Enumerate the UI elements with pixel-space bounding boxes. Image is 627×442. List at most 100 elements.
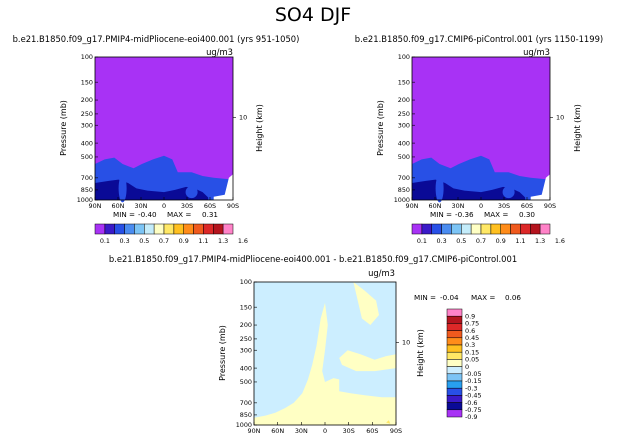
colorbar-box xyxy=(114,223,125,235)
colorbar-box xyxy=(446,409,463,418)
x-axis-ticks: 90N 60N 30N 0 30S 60S 90S xyxy=(406,197,556,210)
x-axis-ticks: 90N 60N 30N 0 30S 60S 90S xyxy=(248,422,402,435)
colorbar-label: 0.3 xyxy=(437,237,447,245)
panel-difference: b.e21.B1850.f09_g17.PMIP4-midPliocene-eo… xyxy=(109,254,522,435)
colorbar-box xyxy=(480,223,492,235)
y-tick-label: 150 xyxy=(81,78,93,86)
colorbar-label: 0.45 xyxy=(465,334,479,342)
colorbar-box xyxy=(446,323,463,331)
topography-mask xyxy=(530,174,550,200)
field-overlay xyxy=(95,155,233,203)
colorbar-box xyxy=(153,223,165,235)
y-tick-label: 200 xyxy=(81,96,93,104)
y-tick-label: 500 xyxy=(398,153,410,161)
colorbar-box xyxy=(193,223,204,235)
colorbar-label: 0.6 xyxy=(465,327,475,335)
min-value: -0.36 xyxy=(455,210,474,219)
x-tick-label: 0 xyxy=(479,202,483,210)
colorbar-label: -0.05 xyxy=(465,370,482,378)
y-tick-label: 250 xyxy=(240,335,252,343)
colorbar-label: 1.1 xyxy=(515,237,525,245)
x-tick-label: 90N xyxy=(248,427,261,435)
max-label: MAX = xyxy=(471,293,495,302)
x-tick-label: 60N xyxy=(112,202,125,210)
colorbar-label: 0.9 xyxy=(179,237,189,245)
y2-axis-ticks: 10 xyxy=(233,114,247,122)
colorbar-box xyxy=(163,223,175,235)
panel-title: b.e21.B1850.f09_g17.PMIP4-midPliocene-eo… xyxy=(109,254,517,264)
colorbar-label: 0 xyxy=(465,363,469,371)
x-tick-label: 90N xyxy=(406,202,419,210)
y-tick-label: 150 xyxy=(240,303,252,311)
colorbar-box xyxy=(446,387,463,396)
max-value: 0.30 xyxy=(519,210,535,219)
colorbar-box xyxy=(446,402,463,411)
colorbar-box xyxy=(446,351,463,360)
colorbar-label: 0.5 xyxy=(139,237,149,245)
colorbar-label: -0.75 xyxy=(465,406,482,414)
y-axis-label: Pressure (mb) xyxy=(376,100,385,156)
inner-blue-contour xyxy=(118,174,127,203)
inner-blue-contour xyxy=(435,174,444,203)
max-label: MAX = xyxy=(484,210,508,219)
units-label: ug/m3 xyxy=(368,268,395,278)
field-overlay xyxy=(254,282,396,425)
y2-tick-label: 10 xyxy=(556,114,564,122)
y-tick-label: 500 xyxy=(240,378,252,386)
panel-picontrol: b.e21.B1850.f09_g17.CMIP6-piControl.001 … xyxy=(355,34,603,219)
x-tick-label: 30S xyxy=(343,427,355,435)
y2-tick-label: 10 xyxy=(402,339,410,347)
colorbar-label: 0.7 xyxy=(476,237,486,245)
colorbar-label: 0.1 xyxy=(100,237,110,245)
yellow-diff-spot xyxy=(386,420,391,424)
colorbar-box xyxy=(470,223,482,235)
y-tick-label: 200 xyxy=(398,96,410,104)
x-axis-ticks: 90N 60N 30N 0 30S 60S 90S xyxy=(89,197,239,210)
colorbar-box xyxy=(446,366,463,375)
colorbar-box xyxy=(183,223,194,235)
colorbar-label: -0.15 xyxy=(465,377,482,385)
y-tick-label: 300 xyxy=(398,121,410,129)
colorbar-box xyxy=(446,337,463,346)
colorbar-label: 1.1 xyxy=(198,237,208,245)
y-tick-label: 400 xyxy=(240,364,252,372)
min-max-stats: MIN = -0.04 MAX = 0.06 xyxy=(414,293,521,302)
colorbar-box xyxy=(500,223,511,235)
colorbar-difference: 0.90.750.60.450.30.150.050-0.05-0.15-0.3… xyxy=(446,308,482,421)
colorbar-label: 0.15 xyxy=(465,348,479,356)
y-tick-label: 850 xyxy=(81,186,93,194)
colorbar-label: 0.05 xyxy=(465,356,479,364)
colorbar-label: 1.6 xyxy=(555,237,565,245)
y-tick-label: 300 xyxy=(240,346,252,354)
positive-diff-region xyxy=(353,282,379,325)
colorbar-box xyxy=(431,223,442,235)
x-tick-label: 60S xyxy=(521,202,533,210)
colorbar-box xyxy=(490,223,502,235)
y-axis-ticks: 100 150 200 250 300 400 500 700 850 1000 xyxy=(236,278,257,429)
colorbar-box xyxy=(441,223,452,235)
x-tick-label: 30S xyxy=(181,202,193,210)
y-tick-label: 1000 xyxy=(77,196,93,204)
colorbar-box xyxy=(173,223,185,235)
x-tick-label: 90S xyxy=(227,202,239,210)
y-tick-label: 1000 xyxy=(236,421,252,429)
y-tick-label: 250 xyxy=(81,110,93,118)
y-tick-label: 500 xyxy=(81,153,93,161)
y-tick-label: 700 xyxy=(81,174,93,182)
colorbar-box xyxy=(213,223,224,235)
y2-axis-ticks: 10 xyxy=(550,114,564,122)
x-tick-label: 90N xyxy=(89,202,102,210)
colorbar-box xyxy=(510,223,521,235)
y2-axis-label: Height (km) xyxy=(416,329,425,377)
y-tick-label: 400 xyxy=(398,139,410,147)
colorbar-box xyxy=(222,223,234,235)
colorbar-left: 0.1 0.3 0.5 0.7 0.9 1.1 1.3 1.6 xyxy=(94,223,248,245)
colorbar-box xyxy=(104,223,116,235)
inner-blue-contour xyxy=(185,186,198,199)
x-tick-label: 30N xyxy=(295,427,308,435)
min-value: -0.04 xyxy=(440,293,459,302)
y-tick-label: 100 xyxy=(240,278,252,286)
x-tick-label: 60S xyxy=(204,202,216,210)
colorbar-box xyxy=(124,223,135,235)
min-value: -0.40 xyxy=(138,210,157,219)
